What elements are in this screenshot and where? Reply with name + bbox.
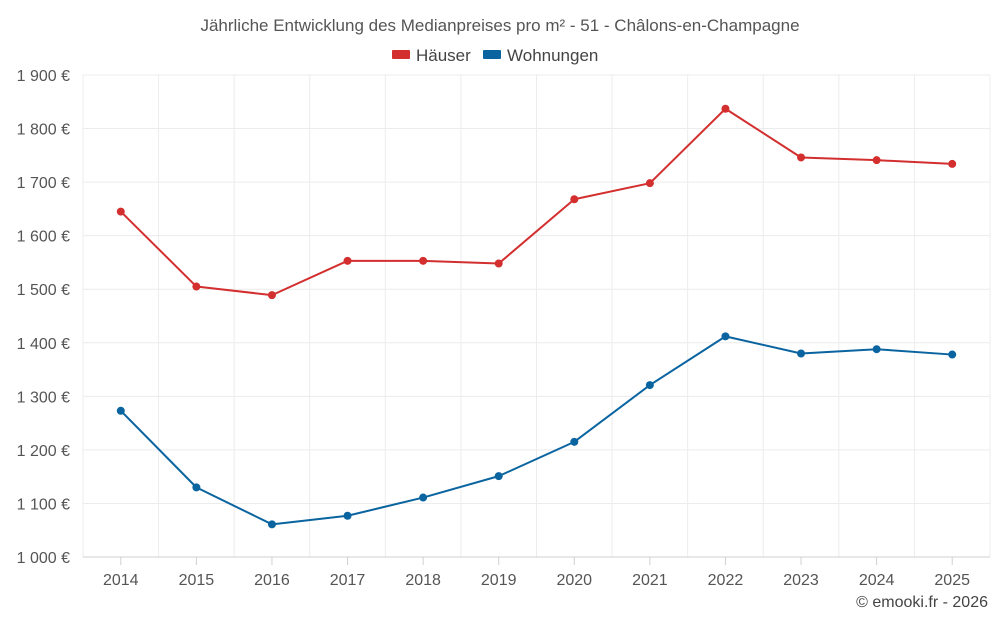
y-tick-label: 1 500 € <box>17 282 70 299</box>
data-point-h-user[interactable] <box>267 291 276 300</box>
data-point-h-user[interactable] <box>343 256 352 265</box>
x-tick-label: 2017 <box>330 572 366 589</box>
grid <box>82 74 991 557</box>
legend-label-h-user[interactable]: Häuser <box>416 46 471 65</box>
data-point-wohnungen[interactable] <box>343 511 352 520</box>
series-wohnungen <box>116 332 957 529</box>
y-tick-label: 1 000 € <box>17 550 70 567</box>
y-tick-label: 1 800 € <box>17 122 70 139</box>
data-point-wohnungen[interactable] <box>645 381 654 390</box>
data-point-h-user[interactable] <box>721 104 730 113</box>
x-tick-label: 2016 <box>254 572 290 589</box>
data-point-wohnungen[interactable] <box>192 483 201 492</box>
data-point-h-user[interactable] <box>645 179 654 188</box>
legend: Häuser Wohnungen <box>392 46 598 65</box>
y-tick-label: 1 100 € <box>17 496 70 513</box>
data-point-h-user[interactable] <box>192 282 201 291</box>
y-tick-label: 1 700 € <box>17 175 70 192</box>
x-tick-label: 2019 <box>481 572 517 589</box>
x-tick-label: 2025 <box>934 572 970 589</box>
copyright-text: © emooki.fr - 2026 <box>856 594 988 611</box>
data-point-wohnungen[interactable] <box>872 345 881 354</box>
x-tick-label: 2020 <box>556 572 592 589</box>
data-point-wohnungen[interactable] <box>494 472 503 481</box>
y-tick-label: 1 900 € <box>17 68 70 85</box>
data-point-h-user[interactable] <box>948 159 957 168</box>
data-point-wohnungen[interactable] <box>419 493 428 502</box>
legend-swatch-wohnungen <box>483 50 501 59</box>
legend-swatch-h-user <box>392 50 410 59</box>
x-tick-label: 2018 <box>405 572 441 589</box>
data-point-wohnungen[interactable] <box>267 520 276 529</box>
axes: 1 000 € 1 100 € 1 200 € 1 300 € 1 400 € 1 500… <box>17 68 990 589</box>
data-point-wohnungen[interactable] <box>116 406 125 415</box>
data-point-wohnungen[interactable] <box>797 349 806 358</box>
data-point-wohnungen[interactable] <box>948 350 957 359</box>
y-tick-label: 1 300 € <box>17 389 70 406</box>
data-point-wohnungen[interactable] <box>721 332 730 341</box>
x-tick-label: 2022 <box>708 572 744 589</box>
data-point-wohnungen[interactable] <box>570 437 579 446</box>
y-tick-label: 1 200 € <box>17 443 70 460</box>
legend-label-wohnungen[interactable]: Wohnungen <box>507 46 598 65</box>
data-point-h-user[interactable] <box>872 156 881 165</box>
y-tick-label: 1 400 € <box>17 336 70 353</box>
data-point-h-user[interactable] <box>419 256 428 265</box>
x-tick-label: 2021 <box>632 572 668 589</box>
series-line-wohnungen <box>120 335 953 526</box>
y-tick-label: 1 600 € <box>17 229 70 246</box>
series-layer <box>116 104 957 529</box>
data-point-h-user[interactable] <box>116 207 125 216</box>
x-tick-label: 2024 <box>859 572 895 589</box>
series-line-h-user <box>120 107 953 297</box>
series-h-user <box>116 104 957 300</box>
x-tick-label: 2015 <box>179 572 215 589</box>
x-tick-label: 2014 <box>103 572 139 589</box>
chart-title: Jährliche Entwicklung des Medianpreises … <box>200 16 799 35</box>
data-point-h-user[interactable] <box>797 153 806 162</box>
data-point-h-user[interactable] <box>570 195 579 204</box>
data-point-h-user[interactable] <box>494 259 503 268</box>
x-tick-label: 2023 <box>783 572 819 589</box>
